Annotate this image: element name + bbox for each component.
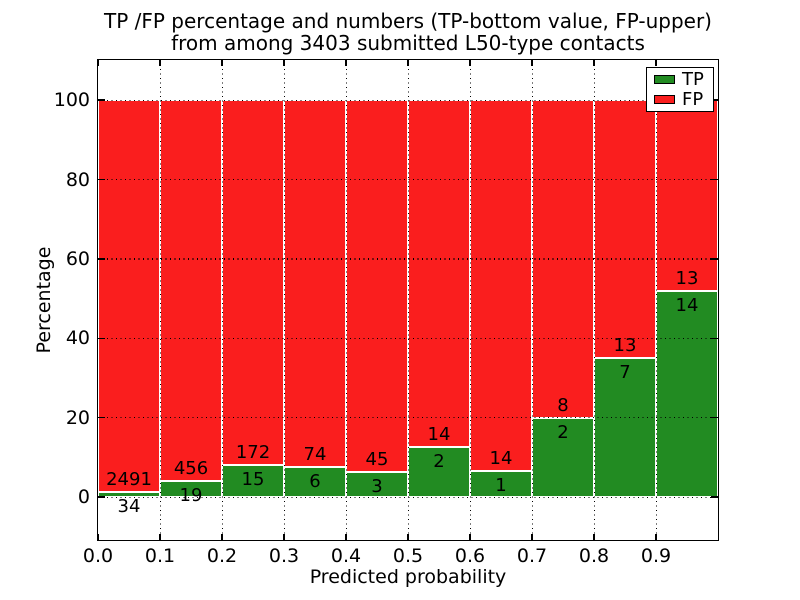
bar-label-tp-count: 2 xyxy=(557,421,569,443)
legend-label-tp: TP xyxy=(682,69,704,90)
y-tick-label: 60 xyxy=(65,247,90,270)
bar-label-tp-count: 3 xyxy=(371,476,383,498)
x-axis-label: Predicted probability xyxy=(309,566,507,588)
legend-label-fp: FP xyxy=(682,89,704,110)
gridline-vertical xyxy=(593,60,595,540)
y-tick-label: 100 xyxy=(53,89,90,112)
tick-mark-y-right xyxy=(711,337,718,340)
bar-label-fp-count: 45 xyxy=(365,449,389,471)
tick-mark-x-bottom xyxy=(97,534,99,540)
tick-mark-x-top xyxy=(531,60,533,66)
tick-mark-x-bottom xyxy=(283,534,285,540)
tp-swatch-icon xyxy=(654,75,675,84)
bar-label-fp-count: 2491 xyxy=(106,468,152,490)
bar-segment-fp xyxy=(160,100,222,482)
x-tick-label: 0.6 xyxy=(454,545,486,567)
tick-mark-x-bottom xyxy=(531,534,533,540)
tick-mark-x-top xyxy=(469,60,471,66)
tick-mark-y-left xyxy=(98,416,105,419)
bar-label-tp-count: 19 xyxy=(179,485,203,507)
tick-mark-x-bottom xyxy=(469,534,471,540)
bar-label-tp-count: 7 xyxy=(619,362,631,384)
bar-label-fp-count: 13 xyxy=(675,268,699,290)
x-tick-label: 0.1 xyxy=(144,545,176,567)
bar-label-tp-count: 6 xyxy=(309,471,321,493)
tick-mark-x-top xyxy=(345,60,347,66)
plot-area: TP FP 2491 34 456 19 172 15 74 6 45 3 14 2 14 1 8 2 13 7 1… xyxy=(96,58,719,541)
bar-segment-tp xyxy=(656,291,718,498)
tick-mark-y-left xyxy=(98,99,105,101)
tick-mark-x-bottom xyxy=(593,534,595,540)
tick-mark-x-top xyxy=(593,60,595,66)
bar-label-tp-count: 15 xyxy=(241,469,265,491)
tick-mark-y-right xyxy=(711,496,718,498)
y-tick-label: 40 xyxy=(65,327,90,350)
fp-swatch-icon xyxy=(654,95,675,104)
x-tick-label: 0.3 xyxy=(268,545,300,567)
tick-mark-y-right xyxy=(711,416,718,419)
legend-item-fp: FP xyxy=(647,89,713,110)
bar-segment-fp xyxy=(594,100,656,359)
y-tick-label: 20 xyxy=(65,406,90,429)
gridline-vertical xyxy=(345,60,347,540)
bar-label-fp-count: 13 xyxy=(613,335,637,357)
gridline-vertical xyxy=(221,60,223,540)
bar-label-fp-count: 14 xyxy=(427,424,451,446)
bar-label-tp-count: 2 xyxy=(433,451,445,473)
bar-label-fp-count: 456 xyxy=(173,458,209,480)
tick-mark-x-bottom xyxy=(221,534,223,540)
tick-mark-x-top xyxy=(283,60,285,66)
x-tick-label: 0.4 xyxy=(330,545,362,567)
bar-segment-fp xyxy=(656,100,718,292)
chart-title-line1: TP /FP percentage and numbers (TP-bottom… xyxy=(104,9,712,33)
gridline-vertical xyxy=(469,60,471,540)
gridline-vertical xyxy=(655,60,657,540)
gridline-vertical xyxy=(283,60,285,540)
tick-mark-x-top xyxy=(97,60,99,66)
tick-mark-x-bottom xyxy=(159,534,161,540)
x-tick-label: 0.7 xyxy=(516,545,548,567)
bar-segment-fp xyxy=(284,100,346,468)
y-tick-label: 0 xyxy=(77,486,90,509)
gridline-vertical xyxy=(531,60,533,540)
bar-segment-fp xyxy=(408,100,470,448)
x-tick-label: 0.2 xyxy=(206,545,238,567)
x-tick-label: 0.8 xyxy=(578,545,610,567)
x-tick-label: 0.0 xyxy=(82,545,114,567)
tick-mark-y-left xyxy=(98,258,105,260)
bar-segment-fp xyxy=(98,100,160,492)
bar-label-tp-count: 14 xyxy=(675,295,699,317)
tick-mark-x-top xyxy=(655,60,657,66)
bar-label-tp-count: 34 xyxy=(117,495,141,517)
tick-mark-x-bottom xyxy=(345,534,347,540)
bar-label-fp-count: 14 xyxy=(489,447,513,469)
x-tick-label: 0.5 xyxy=(392,545,424,567)
tick-mark-y-right xyxy=(711,178,718,181)
tick-mark-x-bottom xyxy=(407,534,409,540)
gridline-vertical xyxy=(159,60,161,540)
chart-title-line2: from among 3403 submitted L50-type conta… xyxy=(171,31,645,55)
tick-mark-x-top xyxy=(221,60,223,66)
bar-segment-fp xyxy=(222,100,284,466)
tick-mark-y-left xyxy=(98,496,105,498)
tick-mark-y-right xyxy=(711,99,718,101)
tick-mark-x-bottom xyxy=(655,534,657,540)
tick-mark-y-left xyxy=(98,178,105,181)
y-tick-label: 80 xyxy=(65,168,90,191)
bar-label-fp-count: 8 xyxy=(557,394,569,416)
gridline-vertical xyxy=(407,60,409,540)
y-axis-label: Percentage xyxy=(33,246,55,354)
bar-label-fp-count: 172 xyxy=(235,442,271,464)
x-tick-label: 0.9 xyxy=(640,545,672,567)
tick-mark-y-left xyxy=(98,337,105,340)
bar-label-fp-count: 74 xyxy=(303,444,327,466)
legend-item-tp: TP xyxy=(647,69,713,90)
tick-mark-y-right xyxy=(711,258,718,260)
bar-label-tp-count: 1 xyxy=(495,474,507,496)
tick-mark-x-top xyxy=(407,60,409,66)
legend: TP FP xyxy=(646,67,714,112)
tick-mark-x-top xyxy=(159,60,161,66)
